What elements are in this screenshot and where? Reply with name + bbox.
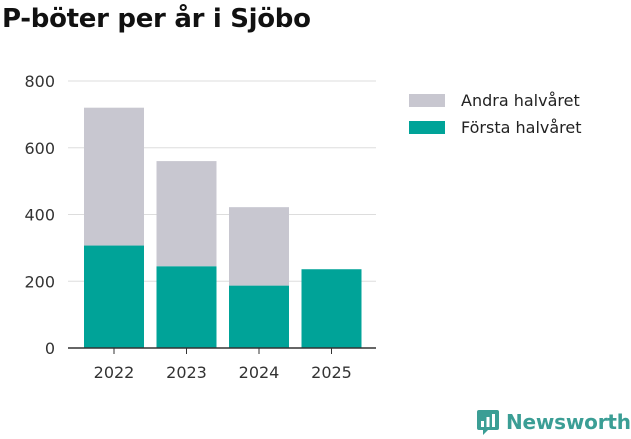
y-tick-label: 800	[24, 72, 55, 91]
x-tick-label: 2024	[239, 363, 280, 382]
newsworthy-logo[interactable]: Newsworthy	[476, 408, 631, 436]
bar-2022-forsta[interactable]	[84, 245, 144, 348]
brand-name: Newsworthy	[506, 410, 631, 434]
chart-title: P-böter per år i Sjöbo	[2, 4, 311, 34]
bar-2024-forsta[interactable]	[229, 285, 289, 348]
legend-swatch	[409, 121, 445, 134]
bars	[84, 107, 362, 348]
bar-2023-forsta[interactable]	[156, 266, 217, 348]
legend-swatch	[409, 94, 445, 107]
y-tick-label: 600	[24, 139, 55, 158]
y-tick-label: 0	[45, 339, 55, 358]
x-tick-label: 2025	[311, 363, 352, 382]
x-axis-labels: 2022 2023 2024 2025	[94, 348, 352, 382]
bar-2024-andra[interactable]	[229, 207, 289, 286]
legend-label: Första halvåret	[461, 118, 582, 137]
bar-chart-icon	[477, 410, 499, 435]
x-tick-label: 2022	[94, 363, 135, 382]
legend[interactable]: Andra halvåret Första halvåret	[409, 91, 582, 137]
legend-item[interactable]: Andra halvåret	[409, 91, 580, 110]
y-tick-label: 400	[24, 206, 55, 225]
bar-2025-forsta[interactable]	[301, 269, 362, 348]
x-tick-label: 2023	[166, 363, 207, 382]
legend-item[interactable]: Första halvåret	[409, 118, 582, 137]
y-axis-labels: 0 200 400 600 800	[24, 72, 55, 358]
legend-label: Andra halvåret	[461, 91, 580, 110]
bar-2023-andra[interactable]	[156, 161, 217, 267]
bar-2022-andra[interactable]	[84, 107, 144, 246]
y-tick-label: 200	[24, 272, 55, 291]
